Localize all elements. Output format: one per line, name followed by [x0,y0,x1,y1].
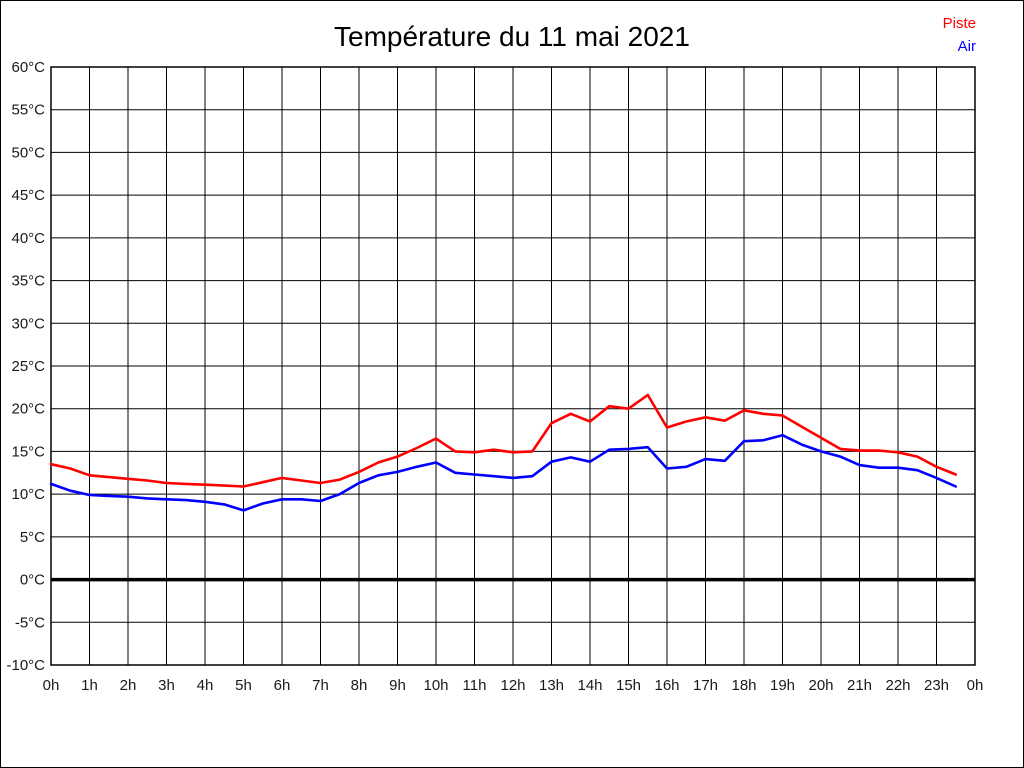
x-tick-label: 15h [616,677,641,694]
y-tick-label: 10°C [11,486,45,503]
x-tick-label: 2h [120,677,137,694]
x-tick-label: 0h [43,677,60,694]
y-tick-label: 25°C [11,358,45,375]
x-tick-label: 22h [885,677,910,694]
y-tick-label: 35°C [11,273,45,290]
y-tick-label: 50°C [11,144,45,161]
x-tick-label: 6h [274,677,291,694]
plot-frame [50,66,976,666]
plot-frame-group [50,66,976,666]
x-tick-label: 17h [693,677,718,694]
chart-legend: Piste Air [943,12,976,58]
y-tick-label: 30°C [11,315,45,332]
x-tick-label: 4h [197,677,214,694]
y-axis-tick-labels: 60°C 55°C 50°C 45°C 40°C 35°C 30°C 25°C 20°C 15°C… [6,59,45,674]
y-tick-label: 60°C [11,59,45,76]
x-tick-label: 13h [539,677,564,694]
x-tick-label: 10h [423,677,448,694]
x-tick-label: 11h [463,677,487,694]
piste-line [49,393,958,488]
x-tick-label: 19h [770,677,795,694]
chart-title: Température du 11 mai 2021 [334,21,690,52]
y-tick-label: 55°C [11,102,45,119]
x-tick-label: 7h [312,677,329,694]
grid-lines [50,66,976,666]
y-tick-label: 40°C [11,230,45,247]
series-lines [49,393,958,512]
x-tick-label: 18h [731,677,756,694]
air-line [49,433,958,512]
x-tick-label: 16h [654,677,679,694]
x-tick-label: 23h [924,677,949,694]
x-tick-label: 8h [351,677,368,694]
x-tick-label: 14h [577,677,602,694]
x-tick-label: 9h [389,677,406,694]
legend-air-label: Air [957,38,976,55]
x-tick-label: 5h [235,677,252,694]
y-tick-label: 0°C [20,572,45,589]
legend-piste-label: Piste [942,15,976,32]
y-tick-label: 45°C [11,187,45,204]
x-tick-label: 20h [808,677,833,694]
x-axis-tick-labels: 0h 1h 2h 3h 4h 5h 6h 7h 8h 9h 10h 11h 12h 13h 14h 15h 16… [43,677,984,694]
y-tick-label: 5°C [20,529,45,546]
y-tick-label: -10°C [6,657,45,674]
y-tick-label: 15°C [11,443,45,460]
x-tick-label: 1h [81,677,98,694]
x-tick-label: 3h [158,677,175,694]
x-tick-label: 12h [500,677,525,694]
y-tick-label: 20°C [11,401,45,418]
y-tick-label: -5°C [15,614,45,631]
x-tick-label: 21h [847,677,872,694]
x-tick-label: 0h [967,677,984,694]
